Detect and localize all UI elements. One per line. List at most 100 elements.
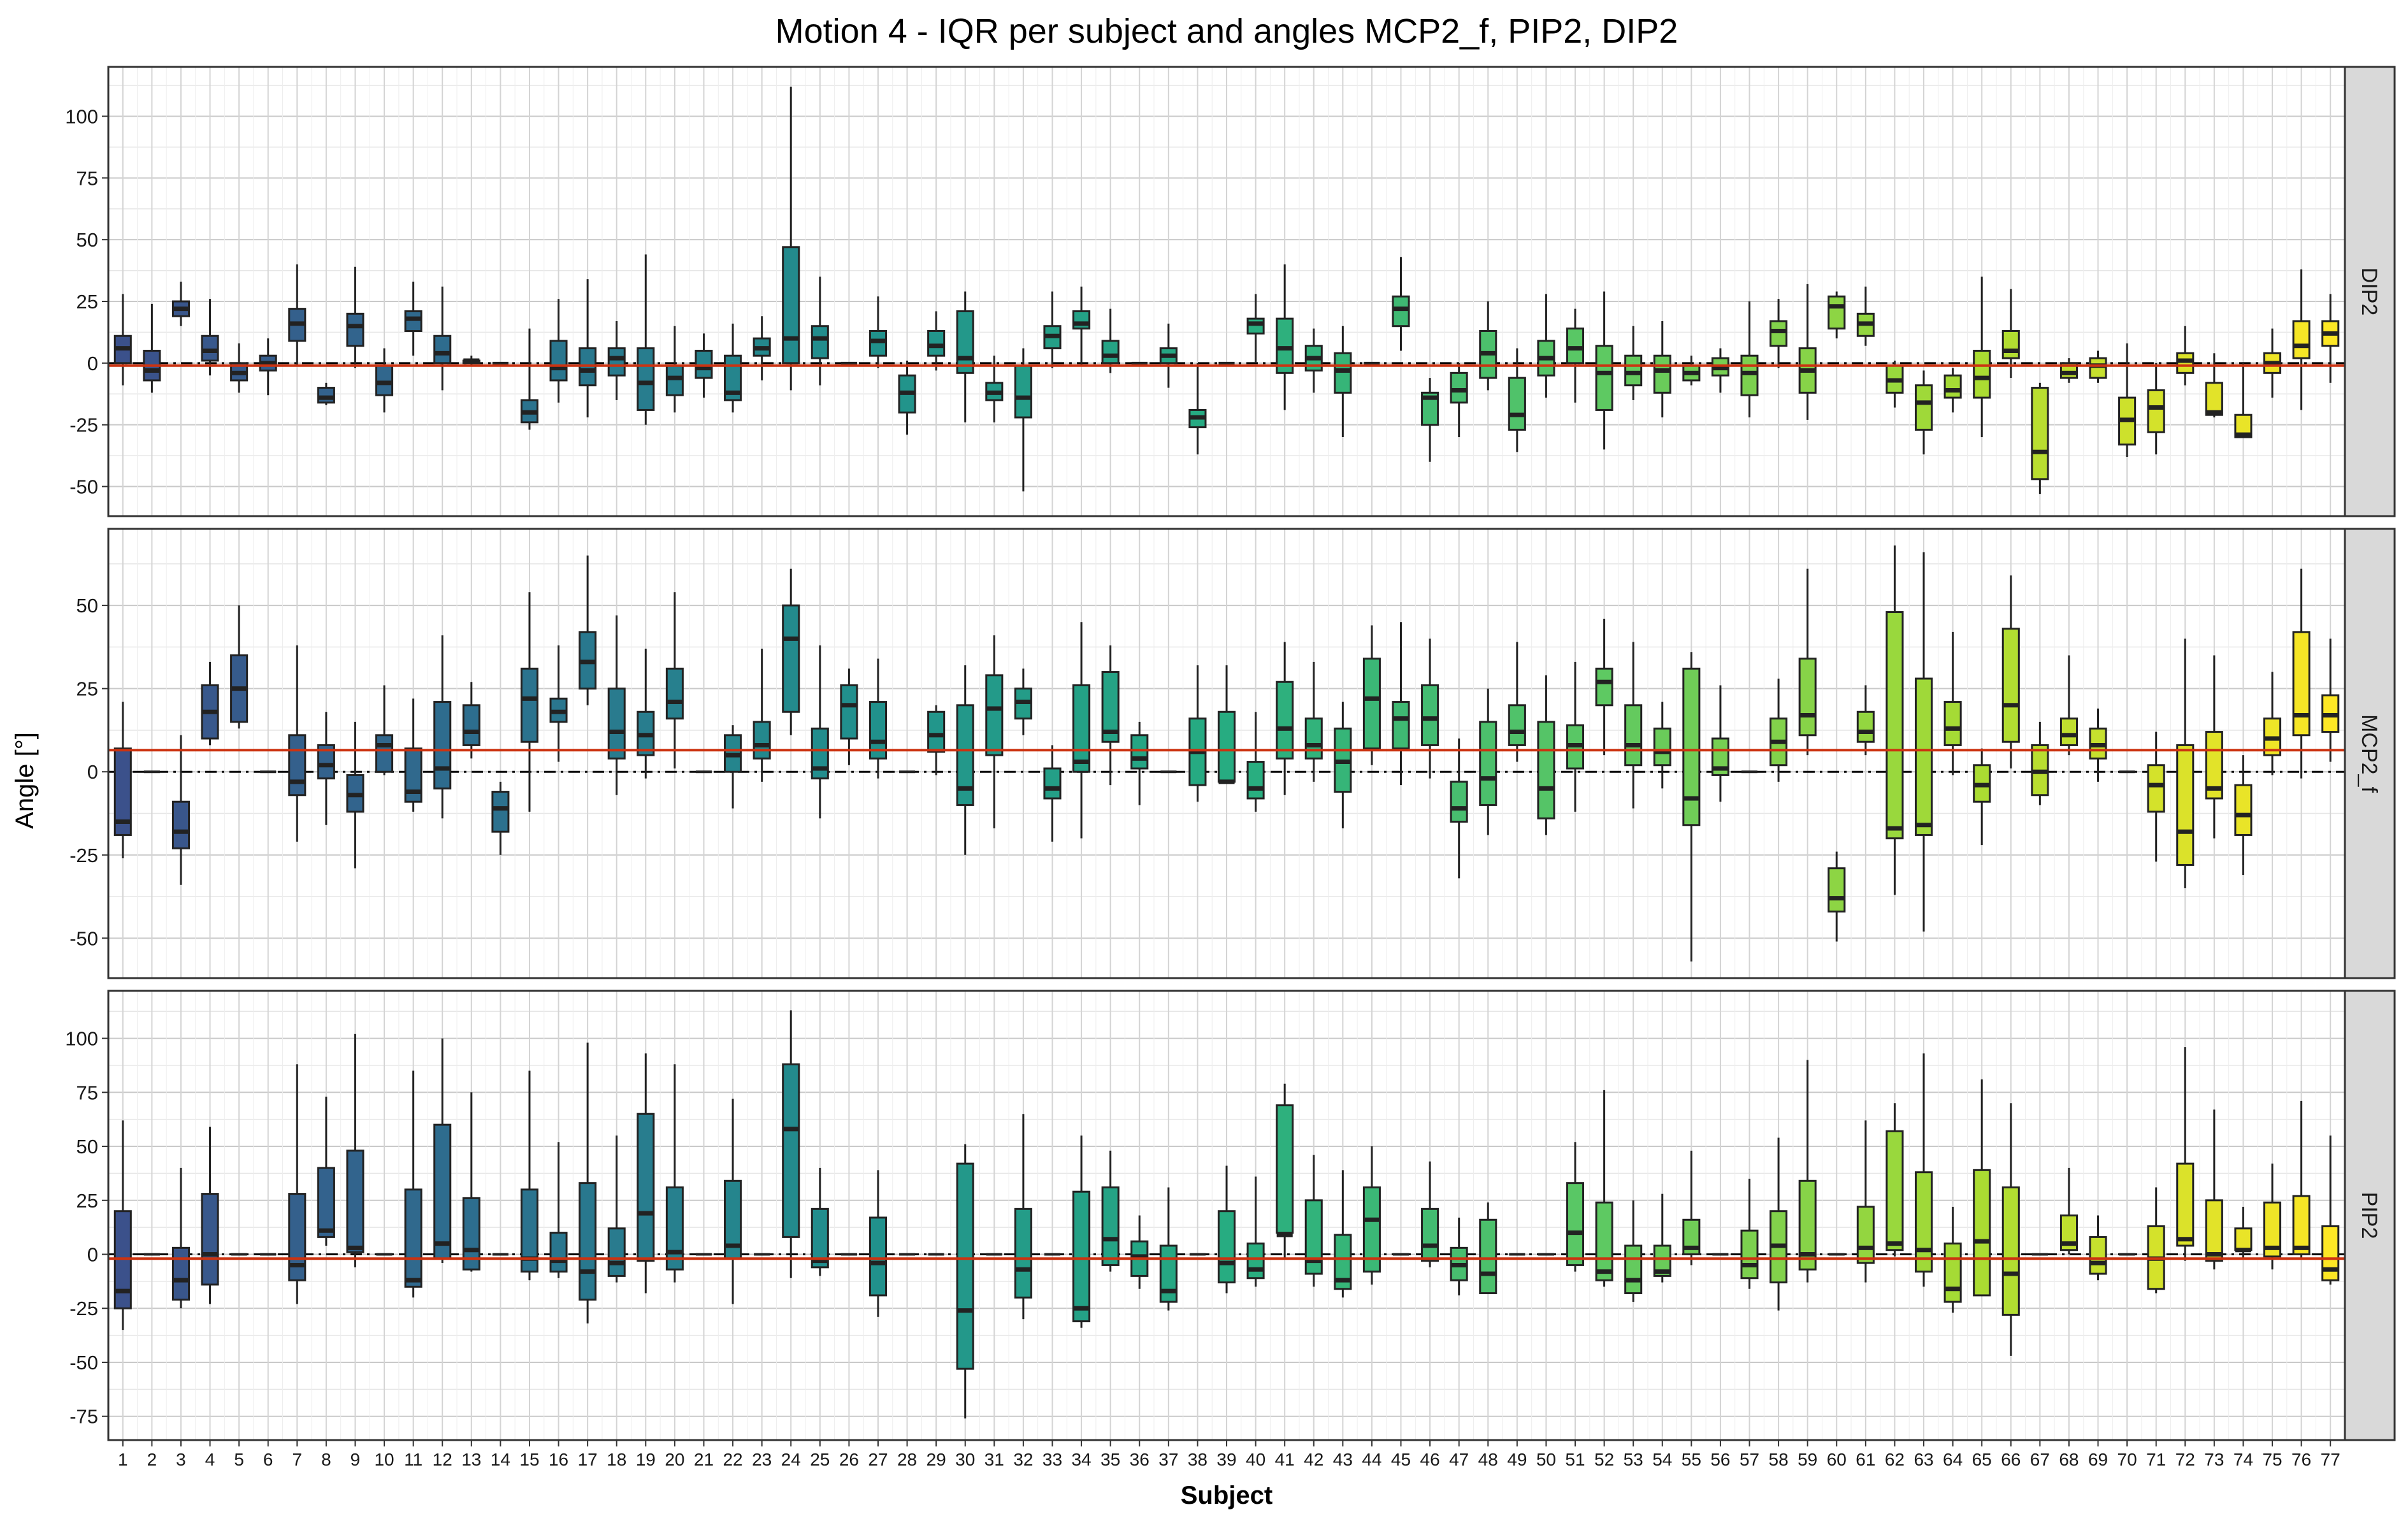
box-subject-31 [985, 635, 1004, 828]
box-subject-29 [927, 311, 946, 371]
box-iqr [665, 1186, 684, 1271]
box-subject-3 [171, 1167, 190, 1309]
box-subject-53 [1624, 1200, 1643, 1302]
box-subject-18 [607, 321, 626, 400]
box-subject-38 [1188, 665, 1207, 802]
box-subject-1 [113, 294, 132, 386]
box-subject-48 [1479, 1202, 1497, 1295]
box-subject-32 [1014, 668, 1032, 735]
x-tick-label: 77 [2321, 1450, 2340, 1469]
box-subject-57 [1740, 1178, 1759, 1289]
x-tick-label: 70 [2117, 1450, 2137, 1469]
box-subject-7 [288, 1064, 306, 1304]
box-iqr [288, 734, 306, 796]
box-iqr [2089, 1236, 2107, 1275]
x-tick-label: 56 [1710, 1450, 1730, 1469]
box-iqr [317, 1167, 335, 1238]
box-iqr [1014, 1207, 1032, 1299]
y-tick-label: -50 [69, 476, 98, 498]
box-iqr [171, 1246, 190, 1301]
box-subject-61 [1856, 286, 1875, 346]
x-tick-label: 27 [868, 1450, 888, 1469]
box-subject-71 [2147, 363, 2165, 455]
box-iqr [1392, 295, 1410, 328]
box-subject-75 [2263, 1164, 2282, 1270]
box-subject-55 [1682, 1150, 1701, 1265]
box-iqr [1740, 354, 1759, 396]
box-iqr [665, 364, 684, 396]
x-tick-label: 71 [2146, 1450, 2166, 1469]
x-tick-label: 4 [205, 1450, 215, 1469]
x-tick-label: 61 [1856, 1450, 1875, 1469]
box-subject-22 [724, 323, 742, 413]
x-tick-label: 75 [2262, 1450, 2282, 1469]
box-subject-36 [1130, 721, 1149, 805]
box-subject-19 [637, 254, 655, 425]
box-subject-27 [869, 296, 888, 368]
x-tick-label: 28 [897, 1450, 917, 1469]
x-tick-label: 47 [1449, 1450, 1469, 1469]
box-subject-28 [898, 360, 916, 435]
box-subject-39 [1217, 1165, 1236, 1294]
box-iqr [782, 1063, 800, 1238]
box-iqr [607, 347, 626, 377]
y-tick-label: -50 [69, 927, 98, 949]
box-iqr [1276, 1104, 1294, 1234]
facet-strip-label: MCP2_f [2357, 714, 2381, 793]
y-tick-label: 50 [76, 595, 98, 617]
y-tick-label: 25 [76, 291, 98, 313]
box-subject-46 [1421, 1161, 1439, 1267]
box-iqr [811, 325, 829, 359]
box-subject-58 [1770, 1137, 1788, 1311]
box-subject-77 [2321, 294, 2340, 383]
box-subject-57 [1740, 301, 1759, 418]
x-tick-label: 23 [752, 1450, 772, 1469]
x-tick-label: 20 [665, 1450, 684, 1469]
box-iqr [1566, 328, 1585, 364]
x-tick-label: 35 [1100, 1450, 1120, 1469]
box-subject-42 [1304, 1155, 1323, 1287]
box-subject-20 [665, 1064, 684, 1283]
box-subject-48 [1479, 688, 1497, 835]
box-subject-73 [2205, 655, 2223, 839]
x-tick-label: 24 [781, 1450, 801, 1469]
box-iqr [1682, 667, 1701, 826]
box-iqr [637, 1113, 655, 1262]
x-tick-label: 31 [984, 1450, 1004, 1469]
box-subject-20 [665, 326, 684, 413]
box-iqr [491, 791, 510, 833]
box-subject-35 [1101, 1150, 1120, 1272]
box-iqr [1595, 1201, 1613, 1281]
x-tick-label: 17 [578, 1450, 598, 1469]
box-subject-33 [1043, 745, 1062, 842]
box-subject-66 [2001, 289, 2020, 378]
box-iqr [665, 667, 684, 720]
box-iqr [1508, 704, 1526, 746]
box-subject-41 [1276, 642, 1294, 795]
x-tick-label: 52 [1594, 1450, 1614, 1469]
box-subject-50 [1537, 675, 1555, 835]
x-tick-label: 26 [839, 1450, 859, 1469]
box-subject-19 [637, 1053, 655, 1294]
box-subject-29 [927, 705, 946, 775]
box-subject-31 [985, 356, 1004, 422]
x-tick-label: 5 [234, 1450, 244, 1469]
box-subject-68 [2059, 1167, 2078, 1255]
box-iqr [1072, 1190, 1091, 1323]
x-tick-label: 58 [1769, 1450, 1789, 1469]
x-tick-label: 16 [549, 1450, 568, 1469]
panel-MCP2_f: -50 -25 0 25 50 MCP2_f [69, 528, 2396, 979]
box-subject-60 [1828, 851, 1846, 942]
x-tick-label: 15 [519, 1450, 539, 1469]
box-subject-72 [2176, 638, 2195, 888]
box-subject-33 [1043, 291, 1062, 368]
box-subject-47 [1450, 1217, 1468, 1295]
x-tick-label: 37 [1158, 1450, 1178, 1469]
x-tick-label: 32 [1013, 1450, 1033, 1469]
box-subject-20 [665, 592, 684, 768]
x-tick-label: 68 [2059, 1450, 2079, 1469]
box-iqr [2205, 1199, 2223, 1262]
box-subject-1 [113, 702, 132, 858]
box-iqr [1770, 320, 1788, 347]
box-iqr [1914, 1171, 1933, 1273]
